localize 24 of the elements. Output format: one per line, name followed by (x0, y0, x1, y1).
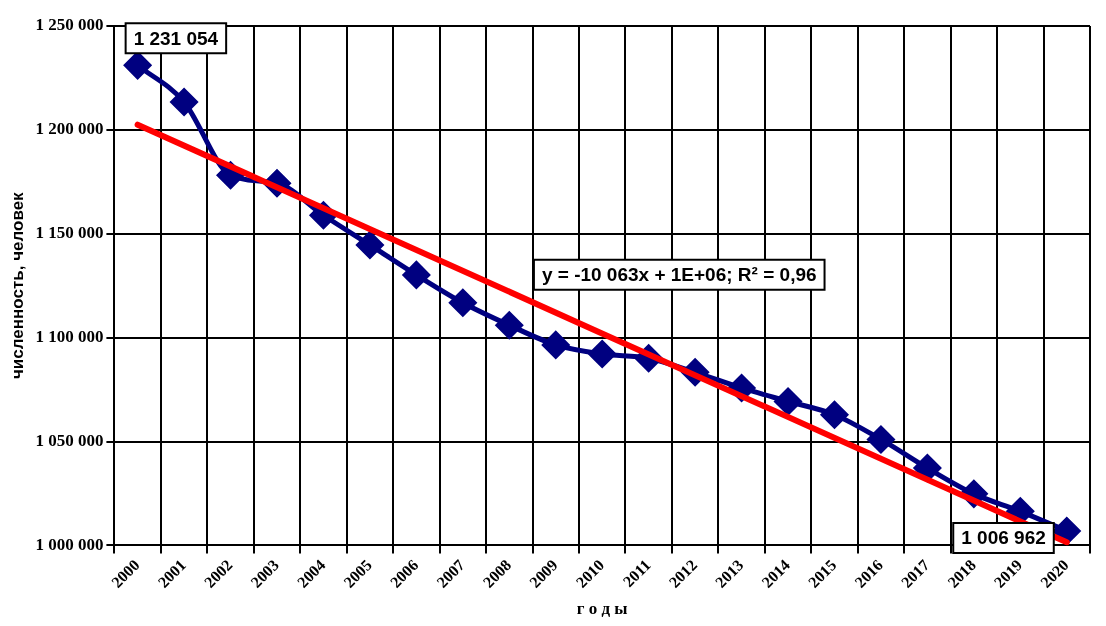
point (542, 331, 570, 359)
x-axis-title: г о д ы (576, 599, 628, 619)
point (867, 425, 895, 453)
point (124, 51, 152, 79)
y-tick-label: 1 100 000 (35, 327, 104, 347)
y-tick-label: 1 000 000 (35, 534, 104, 554)
y-tick-label: 1 200 000 (35, 119, 104, 139)
annotation: y = -10 063x + 1E+06; R² = 0,96 (541, 263, 817, 285)
point (588, 340, 616, 368)
annotation: 1 231 054 (133, 27, 219, 49)
x-tick-label: 2011 (619, 556, 654, 591)
point (449, 289, 477, 317)
y-tick-label: 1 250 000 (35, 15, 104, 35)
point (1053, 517, 1081, 545)
point (820, 401, 848, 429)
y-tick-label: 1 150 000 (35, 223, 104, 243)
y-axis-title: численность, человек (7, 191, 27, 380)
point (356, 231, 384, 259)
point (495, 311, 523, 339)
annotation: 1 006 962 (961, 527, 1046, 549)
y-tick-label: 1 050 000 (35, 430, 104, 450)
point (774, 387, 802, 415)
point (170, 88, 198, 116)
point (402, 261, 430, 289)
